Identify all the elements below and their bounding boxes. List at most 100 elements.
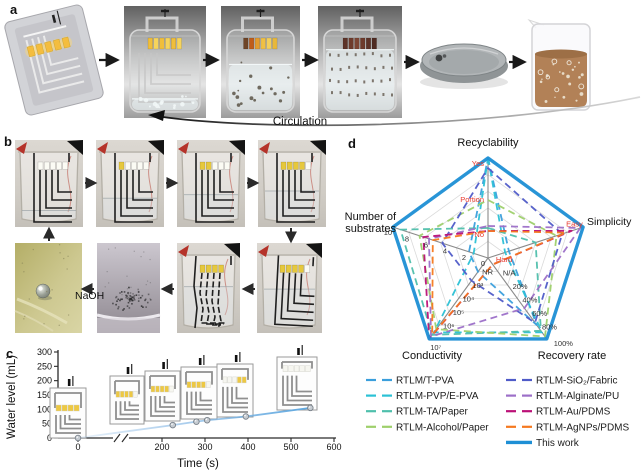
circulation-label: Circulation [273,116,327,128]
photo-b2 [96,140,164,227]
led [55,404,62,412]
droplet [35,283,51,299]
radar-tick-label: 60% [532,309,547,318]
led [199,264,206,273]
led [164,385,169,393]
x-tick-label: 400 [240,442,255,452]
led [125,161,131,170]
axis-label-recyclability: Recyclability [457,137,519,149]
binder-clip [148,140,164,155]
radar-tick-label: Easy [566,219,583,228]
led [342,37,348,50]
axis-break-mark [121,433,129,443]
battery-icon [198,358,202,365]
inset-circuit [49,376,87,439]
step-recovered-solution [527,18,591,111]
y-tick-label: 250 [37,361,52,371]
panel-d-radar-chart: No Portion Yes Hard Easy N/A 20% 40% 60% 80% 100% N… [345,137,632,362]
binder-clip [306,243,322,258]
radar-tick-label: 2 [462,253,466,262]
led [287,161,293,170]
binder-clip [67,140,83,155]
panel-c-water-level-chart: 0 200 300 400 500 600 0 50 100 150 200 250 300 Time (… [6,345,342,470]
naoh-label: NaOH [75,290,104,302]
x-tick-label: 600 [326,442,341,452]
circuit-trace [33,153,72,223]
axis-break-mark [113,433,121,443]
legend-label: RTLM-TA/Paper [396,407,469,418]
led [199,161,206,170]
led [191,381,197,388]
binder-clip [310,140,326,155]
led [206,264,212,273]
radar-series-rtlm-au-pdms [422,229,573,340]
legend-label: RTLM/T-PVA [396,376,454,387]
radar-tick-label: N/A [503,269,516,278]
x-tick-label: 500 [283,442,298,452]
radar-tick-label: 10⁷ [430,343,441,352]
inset-circuit [109,364,145,425]
led [222,376,228,384]
led [294,365,300,372]
panel-b-photo-grid: NaOH [14,140,326,333]
binder-clip [224,243,240,258]
data-point [307,404,314,412]
radar-tick-label: 0 [481,259,485,268]
radar-tick-label: Portion [460,195,484,204]
legend-label: RTLM-Au/PDMS [536,407,611,418]
inset-circuit [216,352,254,418]
legend-label: RTLM-PVP/E-PVA [396,391,479,402]
panel-a-artwork [4,4,641,127]
led [292,264,298,273]
led [305,161,311,170]
data-point [203,416,211,424]
radar-series-rtlm-t-pva [468,157,538,327]
led [288,365,294,372]
led [360,37,366,50]
inset-circuit [180,355,218,420]
led [205,381,211,388]
led [232,376,237,384]
data-point [193,418,200,425]
step-petri-dish [420,43,508,89]
led [266,37,272,50]
circuit-trace [276,153,315,223]
led [143,161,149,170]
led [169,385,174,393]
radar-series-rtlm-pvp-e-pva [433,157,544,334]
radar-tick-label: 4 [443,247,447,256]
led [237,376,242,384]
led [206,161,212,170]
y-tick-label: 100 [37,404,52,414]
radar-spoke-4 [392,226,489,259]
led [282,365,289,372]
led [26,45,36,58]
led [159,37,165,50]
radar-legend: RTLM/T-PVA RTLM-PVP/E-PVA RTLM-TA/Paper RTL… [366,376,629,449]
radar-tick-label: 6 [424,240,428,249]
photo-b6 [177,243,240,333]
y-tick-label: 300 [37,347,52,357]
panel-b-artwork [14,140,326,333]
led [354,37,360,50]
led [366,37,372,50]
red-clip [16,142,27,154]
led [212,161,218,170]
radar-series-rtlm-ta-paper [399,227,542,336]
led [61,36,71,49]
led [44,41,54,53]
y-tick-label: 0 [47,433,52,443]
axis-label-conductivity: Conductivity [402,350,462,362]
battery-icon [126,367,130,374]
radar-tick-label: 10⁶ [443,321,454,330]
x-tick-label: 200 [154,442,169,452]
wire [306,258,311,316]
radar-grid-ring [455,224,521,286]
radar-grid-ring [408,174,568,326]
inset-circuit [144,359,181,422]
led [201,381,206,388]
radar-tick-label: 100% [554,339,574,348]
led [305,365,311,372]
step-dispersed [318,6,402,118]
circuit-trace [195,153,234,223]
